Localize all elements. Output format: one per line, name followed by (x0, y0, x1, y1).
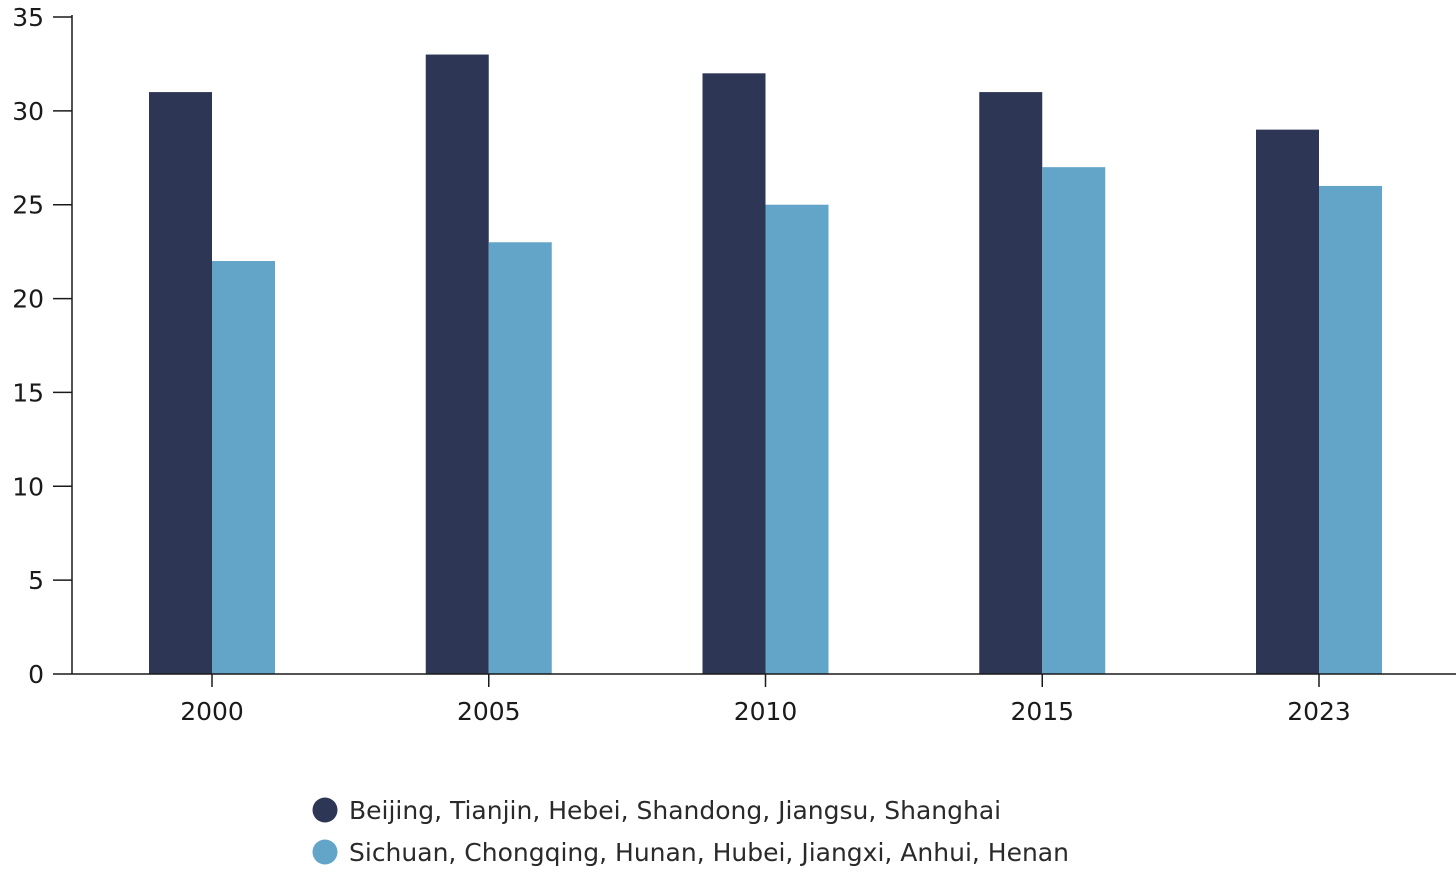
bar-2023-series-1 (1256, 129, 1319, 675)
bar-2005-series-2 (488, 242, 552, 674)
legend: Beijing, Tianjin, Hebei, Shandong, Jiang… (312, 796, 1069, 867)
y-tick-label-15: 15 (12, 378, 44, 407)
bar-2010-series-2 (765, 204, 829, 674)
x-tick-label-2000: 2000 (180, 697, 244, 726)
y-tick-label-5: 5 (28, 566, 44, 595)
bar-2015-series-2 (1042, 167, 1106, 674)
y-tick-label-35: 35 (12, 3, 44, 32)
bar-2000-series-2 (212, 261, 275, 674)
legend-item-2: Sichuan, Chongqing, Hunan, Hubei, Jiangx… (312, 838, 1069, 867)
x-tick-label-2005: 2005 (457, 697, 521, 726)
legend-label-1: Beijing, Tianjin, Hebei, Shandong, Jiang… (349, 796, 1001, 825)
bars-layer (149, 54, 1382, 675)
y-tick-label-30: 30 (12, 97, 44, 126)
y-tick-label-10: 10 (12, 472, 44, 501)
bar-2005-series-1 (425, 54, 489, 675)
legend-swatch-1 (312, 797, 338, 823)
y-tick-label-25: 25 (12, 191, 44, 220)
legend-item-1: Beijing, Tianjin, Hebei, Shandong, Jiang… (312, 796, 1001, 825)
y-tick-label-0: 0 (28, 660, 44, 689)
bar-2010-series-1 (702, 73, 766, 675)
legend-swatch-2 (312, 839, 338, 865)
bar-2023-series-2 (1319, 185, 1382, 674)
bar-2000-series-1 (149, 92, 212, 675)
legend-label-2: Sichuan, Chongqing, Hunan, Hubei, Jiangx… (349, 838, 1069, 867)
bar-2015-series-1 (979, 92, 1043, 675)
axes-layer: 0 5 10 15 20 25 30 35 2000 2005 2010 2015 2023 (12, 3, 1456, 726)
y-tick-label-20: 20 (12, 285, 44, 314)
x-tick-label-2023: 2023 (1287, 697, 1351, 726)
x-tick-label-2015: 2015 (1010, 697, 1074, 726)
x-tick-label-2010: 2010 (734, 697, 798, 726)
